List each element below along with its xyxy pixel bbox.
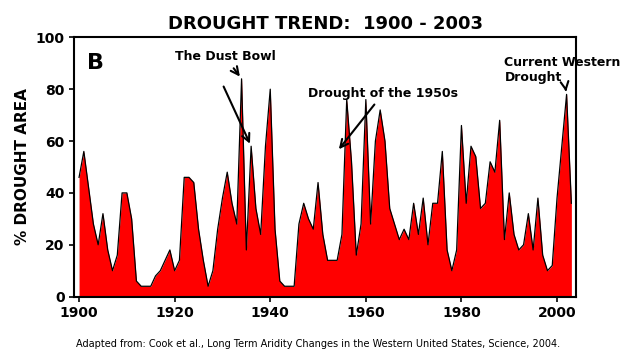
Text: Drought of the 1950s: Drought of the 1950s [308, 86, 459, 148]
Text: Current Western
Drought: Current Western Drought [505, 56, 621, 90]
Y-axis label: % DROUGHT AREA: % DROUGHT AREA [15, 89, 30, 245]
Text: B: B [87, 53, 104, 73]
Text: Adapted from: Cook et al., Long Term Aridity Changes in the Western United State: Adapted from: Cook et al., Long Term Ari… [76, 340, 561, 349]
Title: DROUGHT TREND:  1900 - 2003: DROUGHT TREND: 1900 - 2003 [168, 15, 483, 33]
Text: The Dust Bowl: The Dust Bowl [175, 50, 275, 75]
